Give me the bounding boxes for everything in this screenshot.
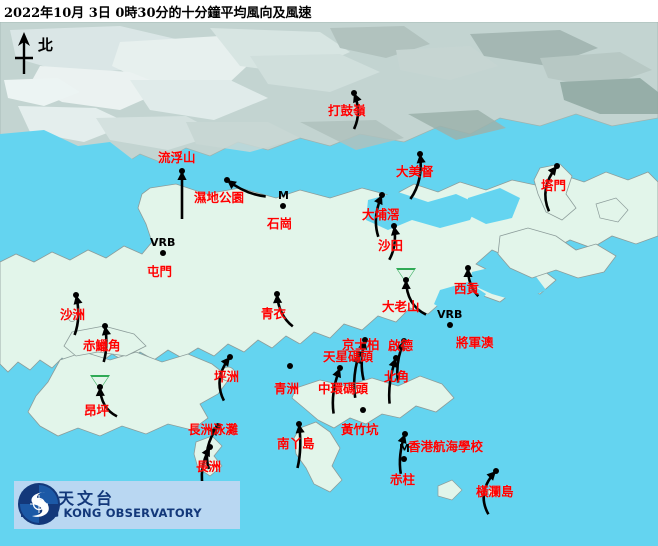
page-title: 2022年10月 3日 0時30分的十分鐘平均風向及風速: [4, 6, 312, 21]
station-dot: [280, 203, 286, 209]
hko-logo: 香港天文台 HONG KONG OBSERVATORY: [14, 481, 240, 529]
station-tag-variable: VRB: [150, 236, 176, 249]
station-dot: [360, 407, 366, 413]
station-dot: [287, 363, 293, 369]
station-dot: [337, 365, 343, 371]
station-dot: [351, 90, 357, 96]
station-label-sai-kung: 西貢: [454, 281, 480, 296]
station-dot: [554, 163, 560, 169]
station-dot: [356, 351, 362, 357]
station-dot: [465, 265, 471, 271]
lantau-island: [27, 351, 231, 437]
station-label-stanley: 赤柱: [390, 472, 416, 487]
station-label-kings-park: 京士柏: [342, 337, 380, 352]
tolo-harbour: [366, 192, 478, 230]
station-dot: [401, 456, 407, 462]
station-dot: [102, 323, 108, 329]
station-label-kai-tak: 啟德: [388, 338, 414, 353]
station-dot: [224, 177, 230, 183]
station-label-peng-chau: 坪洲: [214, 369, 240, 384]
tolo-channel: [466, 188, 520, 224]
station-label-waglan-island: 橫瀾島: [476, 484, 514, 499]
urban-texture: [4, 26, 658, 152]
lamma-island-shape: [293, 421, 343, 493]
station-label-lamma-island: 南丫島: [277, 436, 315, 451]
station-label-north-point: 北角: [384, 369, 410, 384]
station-dot: [401, 338, 407, 344]
hko-swirl-logo-icon: [18, 483, 60, 525]
station-tag-calm: M: [278, 189, 289, 202]
station-label-tap-mun: 塔門: [541, 178, 567, 193]
station-dot: [403, 277, 409, 283]
north-arrow-icon: [15, 32, 33, 74]
station-label-wong-chuk-hang: 黃竹坑: [341, 422, 379, 437]
station-label-sha-chau: 沙洲: [60, 307, 86, 322]
station-label-tai-po-kau: 大埔滘: [362, 207, 400, 222]
station-label-tates-cairn: 大老山: [382, 299, 420, 314]
highland-triangle-icon: [396, 268, 416, 283]
station-label-central-pier: 中環碼頭: [318, 381, 369, 396]
station-label-chek-lap-kok: 赤鱲角: [83, 338, 121, 353]
station-label-tai-mei-tuk: 大美督: [396, 164, 434, 179]
title-bar: 2022年10月 3日 0時30分的十分鐘平均風向及風速: [0, 0, 658, 22]
station-label-star-ferry: 天星碼頭: [323, 349, 374, 364]
station-dot: [393, 355, 399, 361]
deep-bay: [0, 130, 168, 194]
station-tag-calm: M: [399, 442, 410, 455]
hko-logo-en: HONG KONG OBSERVATORY: [20, 506, 202, 521]
station-label-ta-kwu-ling: 打鼓嶺: [328, 103, 366, 118]
map-canvas[interactable]: 北 打鼓嶺流浮山濕地公園 M 石崗 大美督塔門大埔滘沙田 VRB 屯門沙洲赤鱲角昂坪 青衣 大…: [0, 22, 658, 546]
station-label-shek-kong: 石崗: [267, 216, 293, 231]
station-dot: [97, 384, 103, 390]
station-dot: [417, 151, 423, 157]
station-label-tuen-mun: 屯門: [147, 264, 173, 279]
junk-bay: [428, 344, 476, 374]
station-dot: [215, 423, 221, 429]
station-dot: [179, 168, 185, 174]
station-label-tseung-kwan-o: 將軍澳: [456, 335, 494, 350]
station-dot: [296, 421, 302, 427]
station-dot: [227, 354, 233, 360]
station-dot: [274, 291, 280, 297]
east-peninsula: [497, 227, 617, 279]
map-geography: [0, 22, 658, 546]
station-label-cheung-chau: 長洲: [196, 459, 222, 474]
station-label-tsing-yi: 青衣: [261, 306, 287, 321]
station-label-wetland-park: 濕地公園: [194, 190, 245, 205]
station-dot: [207, 444, 213, 450]
ne-islets: [595, 197, 629, 223]
station-label-green-island: 青洲: [274, 381, 300, 396]
station-label-cheung-chau-beach: 長洲泳灘: [188, 422, 239, 437]
po-toi-islets: [437, 479, 463, 501]
station-dot: [402, 431, 408, 437]
station-tag-variable: VRB: [437, 308, 463, 321]
station-label-hk-sea-school: 香港航海學校: [408, 439, 484, 454]
north-arrow: 北: [8, 30, 68, 78]
station-dot: [73, 292, 79, 298]
station-dot: [391, 223, 397, 229]
station-dot: [379, 192, 385, 198]
station-label-sha-tin: 沙田: [378, 238, 404, 253]
station-dot: [447, 322, 453, 328]
highland-triangle-icon: [90, 375, 110, 390]
station-dot: [362, 337, 368, 343]
station-label-lau-fau-shan: 流浮山: [158, 150, 196, 165]
north-label: 北: [38, 36, 54, 54]
station-dot: [493, 468, 499, 474]
station-label-ngong-ping: 昂坪: [84, 403, 110, 418]
station-dot: [160, 250, 166, 256]
